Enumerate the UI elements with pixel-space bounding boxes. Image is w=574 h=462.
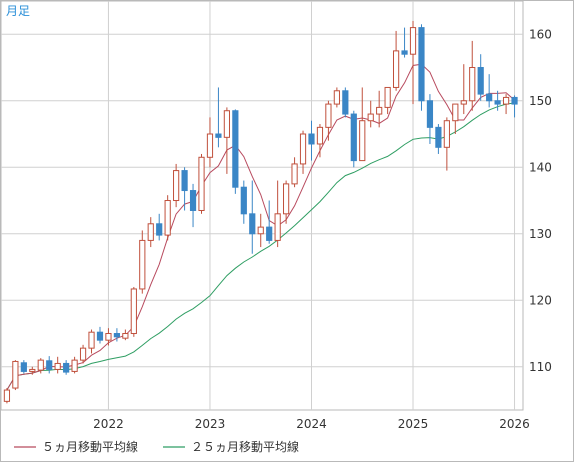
candle-body: [443, 120, 450, 148]
candle-body: [88, 331, 95, 349]
candle-body: [274, 213, 281, 241]
candle-body: [384, 86, 391, 108]
candle-body: [392, 50, 400, 88]
candle-body: [156, 223, 163, 236]
candle-body: [232, 110, 239, 188]
candle-body: [3, 389, 11, 402]
y-tick-label-130: 130: [529, 227, 552, 241]
candle-body: [477, 67, 484, 95]
x-tick-label-2022: 2022: [93, 417, 124, 431]
candle-body: [71, 359, 78, 372]
plot-area: [0, 0, 524, 411]
candle-body: [469, 67, 476, 102]
x-tick-label-2023: 2023: [195, 417, 226, 431]
y-tick-label-120: 120: [529, 293, 552, 307]
candle-body: [494, 100, 501, 105]
candle-body: [46, 360, 53, 370]
candle-body: [350, 113, 357, 162]
candle-body: [206, 133, 214, 158]
candles: [3, 20, 518, 404]
candle-body: [502, 96, 510, 105]
x-axis-ticks: 2022 2023 2024 2025 2026: [93, 417, 530, 431]
legend: ５ヵ月移動平均線 ２５ヵ月移動平均線: [14, 439, 299, 454]
candle-body: [63, 362, 70, 373]
candle-body: [96, 331, 104, 341]
candle-body: [333, 90, 340, 105]
period-label: 月足: [6, 4, 30, 18]
candle-body: [359, 120, 366, 162]
candle-body: [325, 103, 332, 128]
candle-body: [511, 96, 518, 105]
candle-body: [181, 170, 188, 192]
candle-body: [223, 110, 230, 138]
x-tick-label-2026: 2026: [499, 417, 530, 431]
candle-body: [37, 359, 44, 371]
candle-body: [257, 226, 264, 235]
candle-body: [249, 213, 256, 235]
ma5-line: [6, 63, 515, 391]
candle-body: [409, 27, 417, 55]
candle-body: [452, 103, 459, 122]
candle-body: [198, 156, 205, 211]
candle-body: [342, 90, 349, 115]
candle-body: [308, 133, 315, 145]
candle-body: [316, 126, 324, 145]
candle-body: [139, 239, 146, 290]
candle-body: [426, 100, 434, 128]
candle-body: [266, 226, 273, 241]
candle-body: [486, 93, 493, 102]
candle-body: [291, 163, 298, 185]
candle-body: [367, 113, 374, 122]
candle-body: [401, 50, 408, 55]
y-tick-label-150: 150: [529, 94, 552, 108]
candle-body: [376, 106, 383, 115]
candle-body: [164, 200, 171, 236]
candle-body: [283, 183, 290, 215]
y-tick-label-160: 160: [529, 27, 552, 41]
candle-body: [435, 126, 442, 148]
candle-body: [122, 333, 129, 339]
y-tick-label-140: 140: [529, 160, 552, 174]
candle-body: [20, 362, 27, 372]
candle-body: [173, 170, 180, 202]
x-tick-label-2025: 2025: [398, 417, 429, 431]
candle-body: [29, 368, 36, 372]
candle-body: [130, 288, 137, 335]
ma5-line-group: [6, 63, 515, 391]
legend-label-1: ２５ヵ月移動平均線: [191, 439, 299, 454]
candle-body: [12, 360, 19, 389]
y-axis-ticks: 110 120 130 140 150 160: [529, 27, 552, 374]
candle-body: [105, 333, 112, 341]
candle-body: [147, 223, 154, 241]
legend-label-0: ５ヵ月移動平均線: [42, 439, 138, 454]
candle-body: [418, 27, 425, 102]
candle-body: [240, 186, 247, 215]
x-tick-label-2024: 2024: [296, 417, 327, 431]
candle-body: [189, 190, 197, 211]
candle-body: [215, 133, 222, 138]
y-tick-label-110: 110: [529, 360, 552, 374]
candle-body: [299, 133, 307, 165]
candle-body: [113, 333, 121, 338]
candle-body: [79, 347, 87, 361]
candle-body: [460, 100, 467, 105]
candle-body: [54, 362, 61, 370]
